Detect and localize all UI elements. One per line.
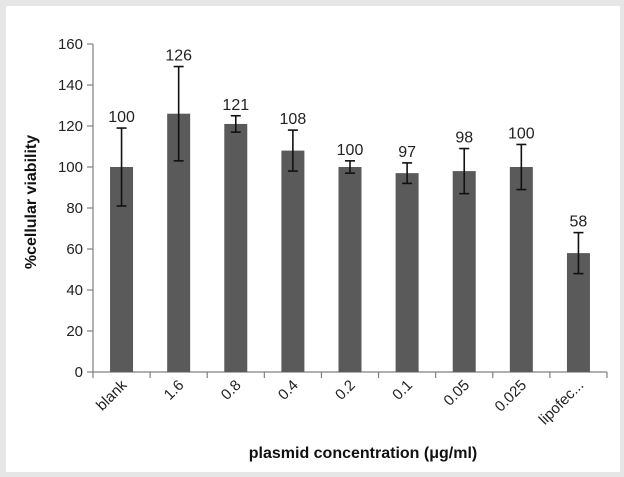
x-tick-label: blank [93,376,131,414]
data-label: 100 [108,109,135,126]
x-tick-label: 0.1 [389,377,416,404]
data-label: 100 [337,142,364,159]
data-label: 108 [280,111,307,128]
chart-frame: 0 20 40 60 80 100 120 140 160 blank 1.6 0.8 0.4 0.2 0… [6,6,620,472]
x-tick-label: 0.2 [332,377,359,404]
data-labels: 100 126 121 108 100 97 98 100 58 [108,48,587,231]
bar [167,113,191,372]
data-label: 100 [508,125,535,142]
x-tick-label: 0.05 [440,377,473,410]
bar [395,173,419,372]
y-tick-label: 140 [58,77,83,94]
x-axis-title: plasmid concentration (μg/ml) [249,445,477,462]
bars [110,113,590,372]
data-label: 121 [222,97,249,114]
data-label: 126 [165,48,192,65]
y-axis: 0 20 40 60 80 100 120 140 160 [58,36,94,381]
x-axis: blank 1.6 0.8 0.4 0.2 0.1 0.05 0.025 lipofec... [92,371,608,429]
error-bars [116,65,584,275]
y-tick-label: 160 [58,36,83,53]
x-tick-label: 1.6 [161,377,188,404]
bar [110,167,134,372]
y-tick-label: 80 [66,200,83,217]
y-axis-title: %cellular viability [23,135,40,269]
x-tick-label: lipofec... [536,377,588,429]
bar [566,253,590,372]
y-tick-label: 100 [58,159,83,176]
x-tick-label: 0.025 [492,377,531,416]
y-tick-label: 0 [75,364,83,381]
y-tick-label: 20 [66,323,83,340]
bar [509,167,533,372]
x-tick-label: 0.8 [218,377,245,404]
data-label: 58 [570,214,588,231]
bar [338,167,362,372]
bar-chart: 0 20 40 60 80 100 120 140 160 blank 1.6 0.8 0.4 0.2 0… [23,36,608,462]
y-tick-label: 40 [66,282,83,299]
bar [281,150,305,372]
bar [452,171,476,372]
y-tick-label: 60 [66,241,83,258]
x-tick-label: 0.4 [275,377,302,404]
data-label: 97 [398,144,416,161]
bar [224,123,248,372]
data-label: 98 [455,130,473,147]
y-tick-label: 120 [58,118,83,135]
